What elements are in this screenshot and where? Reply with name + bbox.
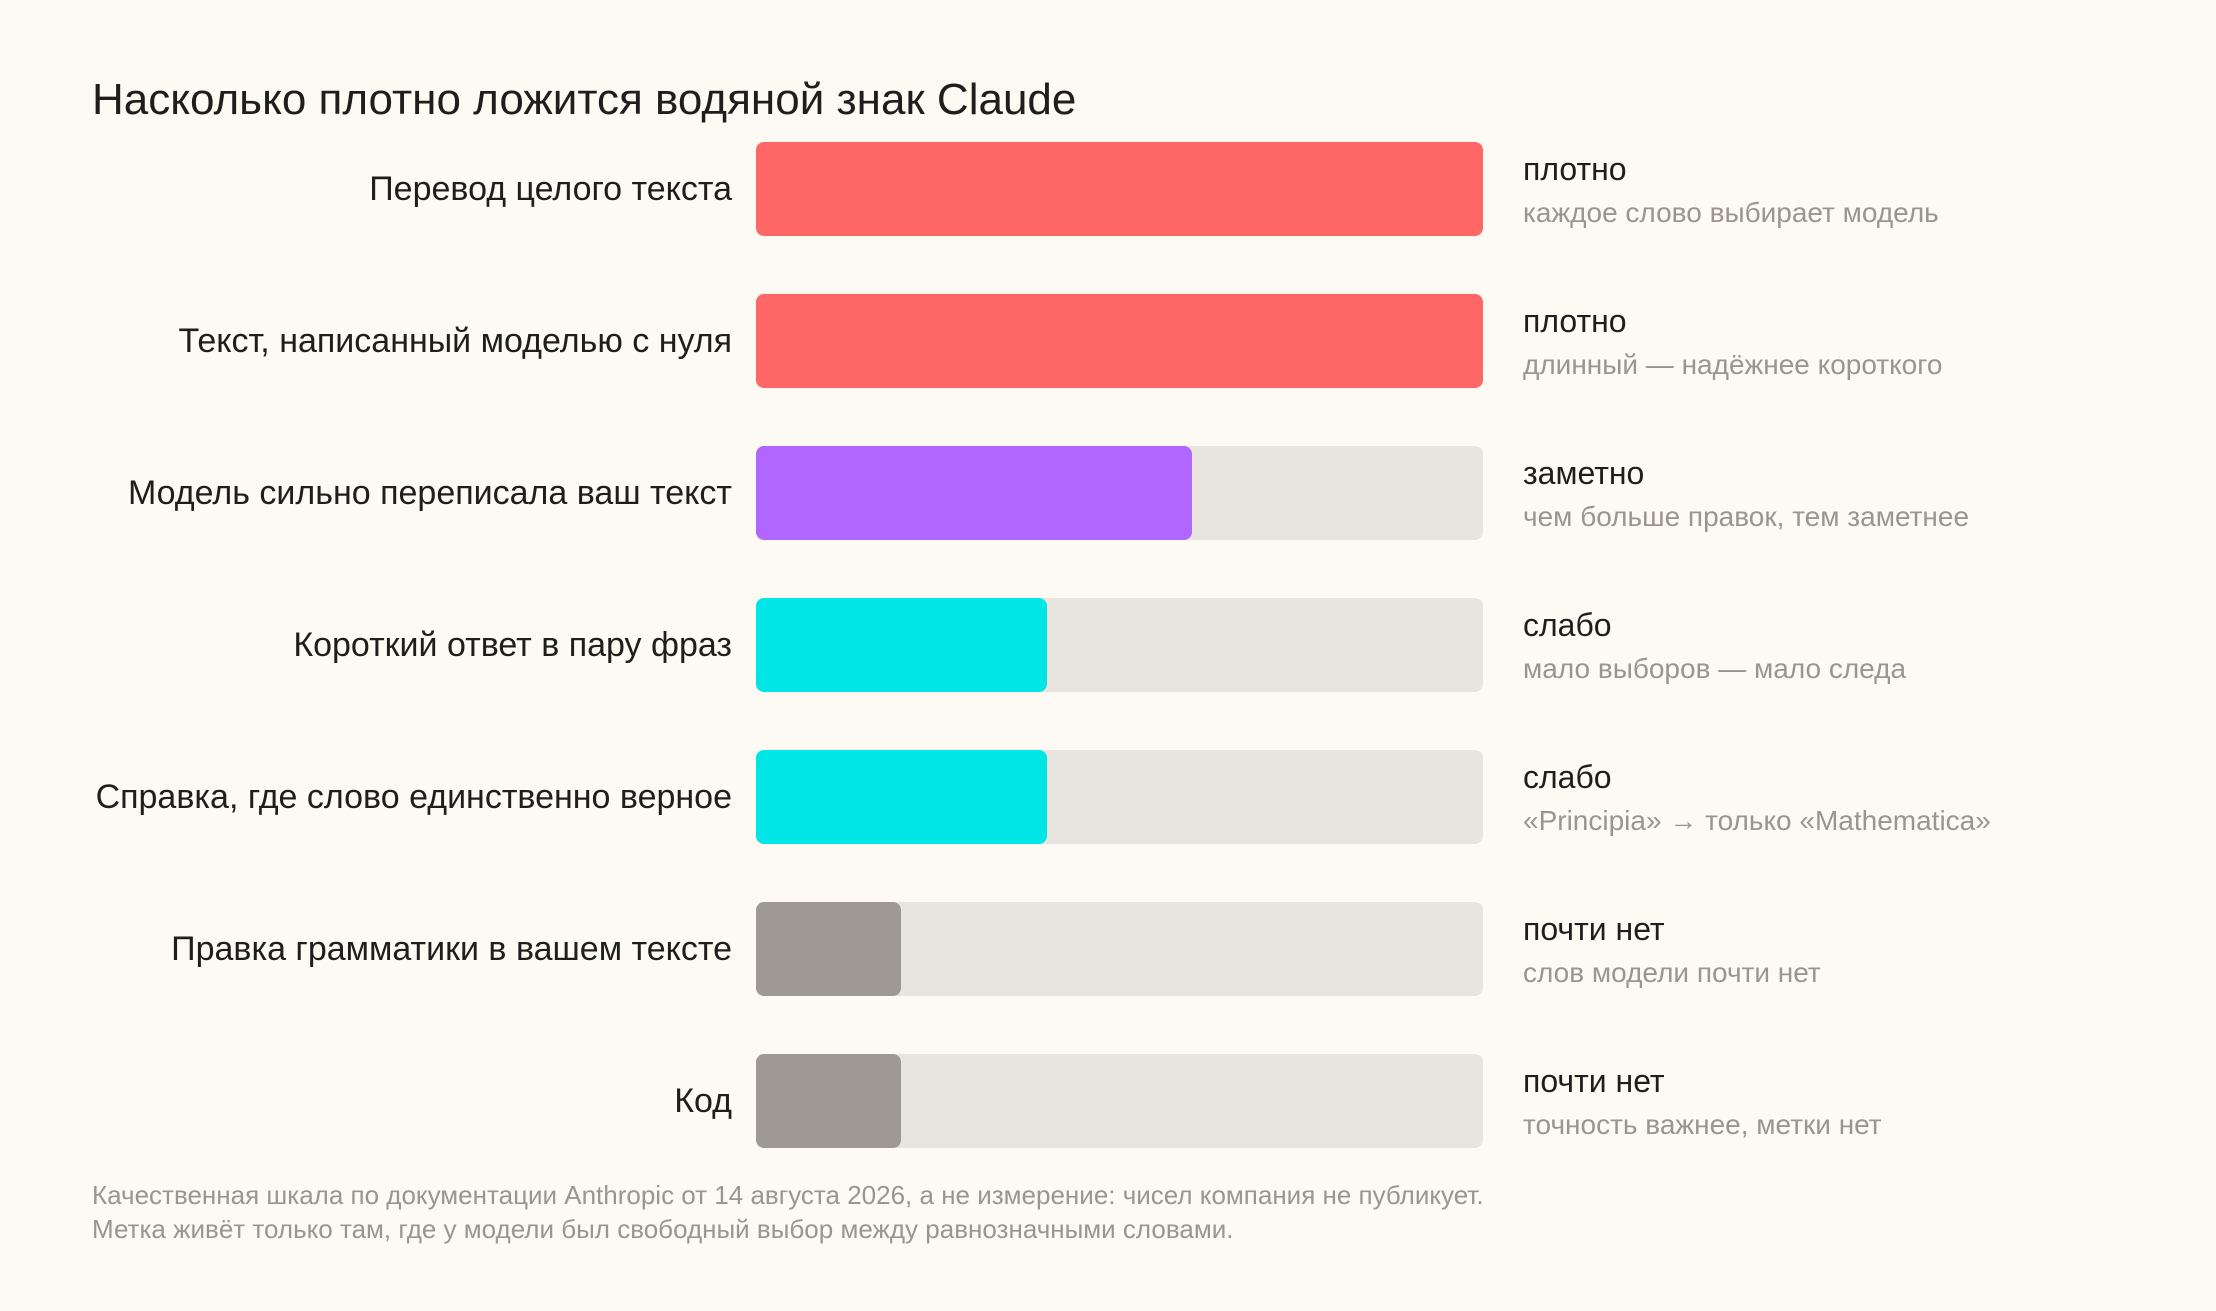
- bar: [756, 142, 1483, 236]
- level-label: почти нет: [1523, 911, 1665, 947]
- bar: [756, 902, 901, 996]
- bar-track: [756, 598, 1483, 692]
- level-label: заметно: [1523, 455, 1645, 491]
- bar-track: [756, 446, 1483, 540]
- bar-track: [756, 294, 1483, 388]
- category-label: Текст, написанный моделью с нуля: [178, 322, 732, 360]
- bar-row: Код почти нет точность важнее, метки нет: [0, 1054, 2216, 1148]
- bar-row: Короткий ответ в пару фраз слабо мало выбо…: [0, 598, 2216, 692]
- level-label: плотно: [1523, 151, 1627, 187]
- bar-row: Текст, написанный моделью с нуля плотно дл…: [0, 294, 2216, 388]
- note-label: длинный — надёжнее короткого: [1523, 349, 1943, 380]
- category-label: Правка грамматики в вашем тексте: [171, 930, 732, 968]
- bar-row: Правка грамматики в вашем тексте почти не…: [0, 902, 2216, 996]
- category-label: Код: [674, 1082, 732, 1120]
- note-label: мало выборов — мало следа: [1523, 653, 1907, 684]
- bar-row: Модель сильно переписала ваш текст заметн…: [0, 446, 2216, 540]
- note-label: точность важнее, метки нет: [1523, 1109, 1882, 1140]
- category-label: Справка, где слово единственно верное: [95, 778, 732, 816]
- footnote-line-1: Качественная шкала по документации Anthr…: [92, 1180, 1484, 1210]
- level-label: слабо: [1523, 759, 1612, 795]
- bar-track: [756, 902, 1483, 996]
- category-label: Модель сильно переписала ваш текст: [127, 474, 732, 512]
- note-label: слов модели почти нет: [1523, 957, 1821, 988]
- bar-track: [756, 750, 1483, 844]
- bar-track: [756, 142, 1483, 236]
- note-label: каждое слово выбирает модель: [1523, 197, 1939, 228]
- bar: [756, 1054, 901, 1148]
- note-label: «Principia» → только «Mathematica»: [1523, 805, 1991, 836]
- bar-track: [756, 1054, 1483, 1148]
- level-label: почти нет: [1523, 1063, 1665, 1099]
- category-label: Короткий ответ в пару фраз: [293, 626, 732, 664]
- bar: [756, 598, 1047, 692]
- level-label: слабо: [1523, 607, 1612, 643]
- footnote-line-2: Метка живёт только там, где у модели был…: [92, 1214, 1234, 1244]
- bar: [756, 446, 1192, 540]
- category-label: Перевод целого текста: [369, 170, 732, 208]
- bar: [756, 294, 1483, 388]
- bar: [756, 750, 1047, 844]
- bar-row: Справка, где слово единственно верное сла…: [0, 750, 2216, 844]
- bar-row: Перевод целого текста плотно каждое слово …: [0, 142, 2216, 236]
- note-label: чем больше правок, тем заметнее: [1523, 501, 1970, 532]
- level-label: плотно: [1523, 303, 1627, 339]
- chart-title: Насколько плотно ложится водяной знак Cl…: [92, 75, 1077, 124]
